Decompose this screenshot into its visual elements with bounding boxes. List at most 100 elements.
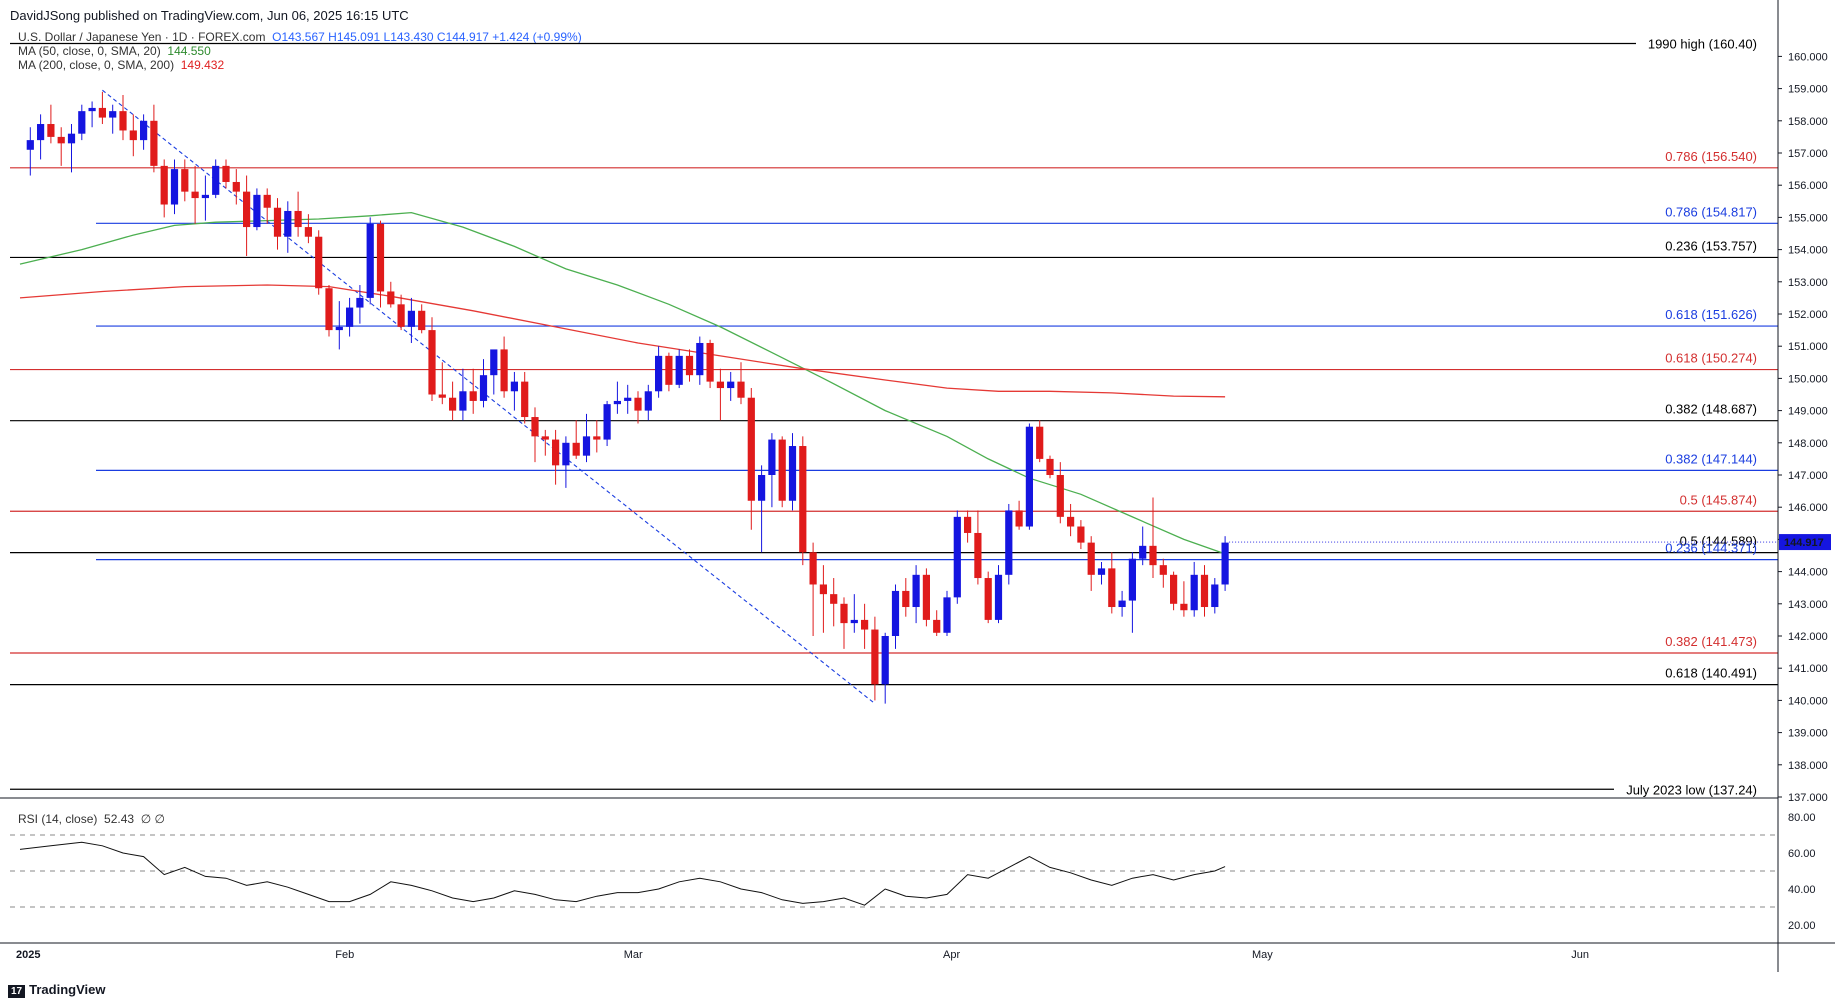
candle xyxy=(613,381,621,414)
candle-body xyxy=(284,210,292,237)
candle xyxy=(418,304,426,334)
candle xyxy=(376,220,385,308)
candle-body xyxy=(716,381,724,389)
candle-body xyxy=(541,436,549,440)
candle-body xyxy=(953,516,961,598)
level-label: 0.382 (148.687) xyxy=(1665,402,1757,417)
candle xyxy=(26,127,34,176)
candle-body xyxy=(407,310,415,327)
current-price-label: 144.917 xyxy=(1784,537,1824,549)
candle-body xyxy=(696,342,704,376)
level-label: 0.382 (141.473) xyxy=(1665,634,1757,649)
rsi-extra: ∅ ∅ xyxy=(140,812,165,826)
candle-body xyxy=(964,516,972,533)
candle-body xyxy=(212,165,220,195)
candle xyxy=(387,281,395,308)
candle xyxy=(840,597,848,649)
candle xyxy=(644,384,652,421)
candle-body xyxy=(418,310,426,331)
rsi-tick-label: 60.00 xyxy=(1788,848,1816,860)
candle xyxy=(479,359,488,408)
candle xyxy=(685,349,694,382)
candle-body xyxy=(335,326,343,331)
candle xyxy=(407,297,415,343)
candle xyxy=(974,510,982,585)
candle xyxy=(500,336,508,398)
candle xyxy=(1046,455,1054,479)
candle-body xyxy=(304,227,312,237)
price-tick-label: 146.000 xyxy=(1788,502,1828,514)
candle xyxy=(243,175,251,257)
level-label: 0.618 (150.274) xyxy=(1665,351,1757,366)
candle-body xyxy=(974,532,982,579)
price-tick-label: 155.000 xyxy=(1788,212,1828,224)
candle xyxy=(634,391,642,424)
candle-body xyxy=(469,391,477,401)
candle xyxy=(912,565,920,624)
candle xyxy=(799,436,807,566)
ma50-value: 144.550 xyxy=(167,44,211,58)
candle-body xyxy=(500,349,508,392)
candle-body xyxy=(1077,526,1085,543)
candle xyxy=(284,201,292,253)
candle-body xyxy=(665,355,673,385)
candle-body xyxy=(861,619,869,630)
candle xyxy=(531,407,539,463)
ma200-line xyxy=(19,284,1226,398)
candle-body xyxy=(160,165,168,205)
level-label: 0.786 (154.817) xyxy=(1665,204,1757,219)
candle-body xyxy=(88,107,96,112)
candle xyxy=(603,400,611,447)
ma200-value: 149.432 xyxy=(180,58,225,72)
candle-body xyxy=(263,194,271,208)
price-tick-label: 151.000 xyxy=(1788,341,1828,353)
candle xyxy=(47,104,55,144)
candle xyxy=(201,175,209,221)
time-axis-label: Feb xyxy=(335,949,354,961)
candle-body xyxy=(119,111,127,131)
candle-body xyxy=(809,552,817,585)
candle-body xyxy=(655,355,663,392)
candle-body xyxy=(727,381,735,389)
candle xyxy=(129,114,137,157)
candle xyxy=(850,594,858,633)
candle-body xyxy=(1015,510,1023,527)
time-axis-label: May xyxy=(1252,949,1273,961)
candle xyxy=(1108,552,1116,614)
candle-body xyxy=(47,124,55,137)
candle xyxy=(1139,526,1147,566)
candle xyxy=(562,436,570,488)
candle-body xyxy=(150,120,158,166)
level-label: 0.5 (144.589) xyxy=(1680,534,1757,549)
candle-body xyxy=(273,207,282,237)
candle-body xyxy=(294,210,302,228)
candle-body xyxy=(1005,510,1013,575)
level-label: 0.382 (147.144) xyxy=(1665,451,1757,466)
level-label: 0.618 (140.491) xyxy=(1665,666,1757,681)
ma50-label: MA (50, close, 0, SMA, 20) xyxy=(18,44,161,58)
candle-body xyxy=(603,404,611,440)
candle xyxy=(397,294,405,331)
price-tick-label: 141.000 xyxy=(1788,663,1828,675)
candle xyxy=(37,114,45,160)
candle-body xyxy=(1025,426,1033,527)
candle-body xyxy=(78,111,86,134)
candle xyxy=(593,420,601,453)
candle xyxy=(1087,536,1095,591)
candle-body xyxy=(902,590,910,608)
candle-body xyxy=(778,439,786,501)
candle-body xyxy=(222,165,230,182)
candle-body xyxy=(582,436,591,456)
candle xyxy=(881,632,889,704)
rsi-label: RSI (14, close) xyxy=(18,812,98,826)
tradingview-logo: 17 xyxy=(8,985,26,998)
candle xyxy=(716,368,724,421)
candle xyxy=(181,159,189,202)
candle xyxy=(943,590,951,636)
candle xyxy=(315,230,323,295)
candle-body xyxy=(1056,475,1064,517)
candle-body xyxy=(1067,516,1075,527)
candle xyxy=(1211,578,1219,614)
candle xyxy=(140,114,148,150)
